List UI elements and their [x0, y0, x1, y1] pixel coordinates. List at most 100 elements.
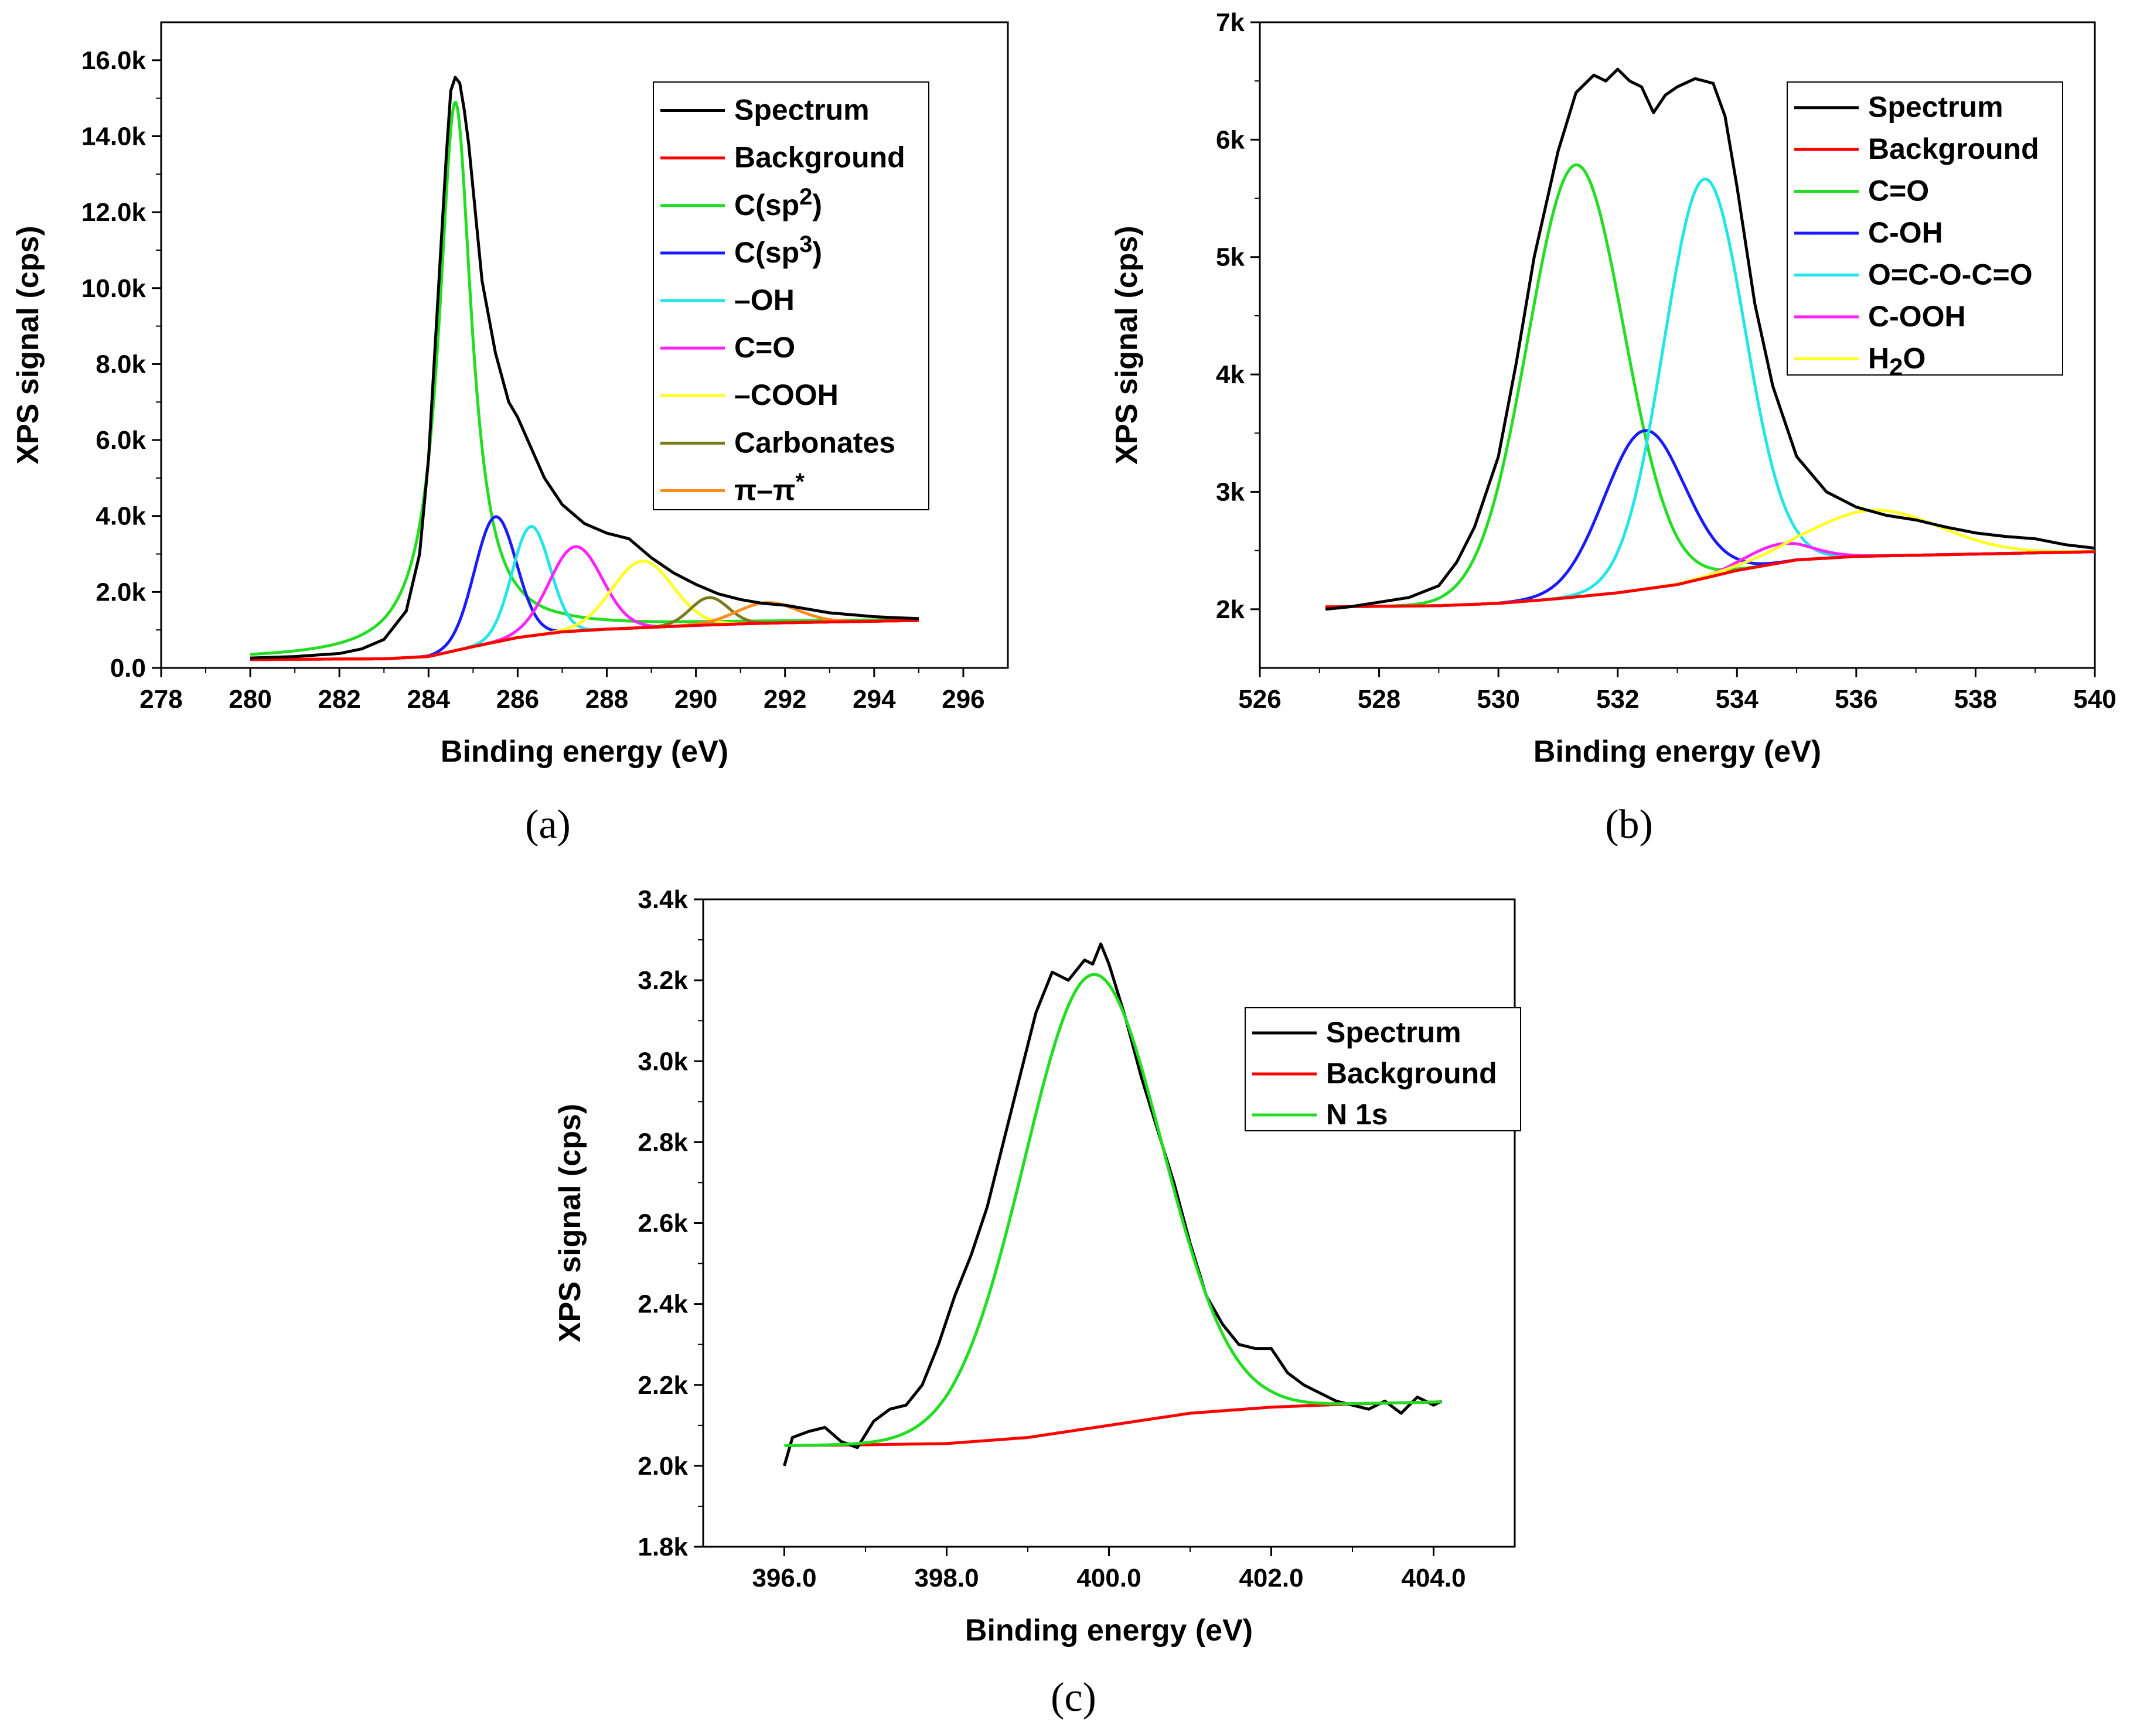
panel-c: 396.0 398.0 400.0 402.0 404.0 1.8k 2.0k 2.2k 2.4… — [553, 885, 1521, 1720]
legend-label-pipi: π–π* — [734, 469, 805, 506]
y-tick-label: 5k — [1216, 243, 1245, 272]
y-tick-label: 2.0k — [638, 1452, 688, 1481]
x-axis-title: Binding energy (eV) — [1533, 735, 1821, 769]
legend-box — [1245, 1007, 1521, 1131]
panel-label: (a) — [525, 802, 571, 847]
plot-frame — [702, 898, 1516, 1548]
y-tick-label: 10.0k — [81, 274, 146, 303]
y-tick-label: 2.2k — [638, 1371, 688, 1400]
legend-label-COH: C-OH — [1868, 216, 1943, 249]
y-tick-label: 2.6k — [638, 1209, 688, 1238]
legend-label-CO: C=O — [1868, 175, 1929, 207]
legend-box — [1787, 81, 2063, 376]
plot-frame — [160, 21, 1009, 669]
legend-label-Spectrum: Spectrum — [734, 94, 870, 127]
legend-label-OCOCO: O=C-O-C=O — [1868, 258, 2033, 291]
legend-label-Background: Background — [734, 141, 905, 174]
panel-label: (c) — [1051, 1675, 1096, 1720]
y-tick-label: 2.4k — [638, 1290, 688, 1319]
x-tick-label: 296 — [942, 685, 984, 714]
y-tick-label: 3.4k — [638, 885, 688, 914]
component-COH-line — [1325, 429, 2095, 609]
y-tick-label: 3.0k — [638, 1047, 688, 1076]
y-tick-label: 16.0k — [81, 46, 146, 75]
legend-label-N1s: N 1s — [1326, 1098, 1388, 1131]
spectrum-line — [1325, 67, 2095, 611]
legend-label-Spectrum: Spectrum — [1326, 1016, 1461, 1049]
panel-label: (b) — [1605, 802, 1653, 847]
legend-box — [653, 81, 929, 510]
legend-label-sp3: C(sp3) — [734, 231, 822, 269]
x-tick-label: 528 — [1358, 685, 1400, 714]
legend: Spectrum Background C(sp2) C(sp3) –OH C=O –COO… — [653, 81, 929, 510]
x-tick-label: 536 — [1835, 685, 1877, 714]
component-H2O-line — [1325, 509, 2095, 609]
x-tick-label: 286 — [496, 685, 539, 714]
legend-label-H2O: H2O — [1868, 342, 1925, 380]
legend-label-Spectrum: Spectrum — [1868, 91, 2003, 124]
x-tick-label: 400.0 — [1076, 1564, 1141, 1592]
x-tick-label: 294 — [853, 685, 896, 714]
legend: Spectrum Background N 1s — [1245, 1007, 1521, 1131]
x-tick-label: 278 — [139, 685, 182, 714]
component-sp2-line — [250, 100, 919, 656]
y-tick-label: 14.0k — [81, 122, 146, 151]
legend-label-CO: C=O — [734, 331, 795, 364]
legend-label-OH: –OH — [734, 284, 795, 316]
y-tick-label: 1.8k — [638, 1533, 688, 1561]
x-tick-label: 530 — [1477, 685, 1519, 714]
x-axis-title: Binding energy (eV) — [965, 1614, 1253, 1648]
x-tick-label: 284 — [407, 685, 451, 714]
y-tick-label: 2.8k — [638, 1128, 688, 1157]
y-tick-label: 4k — [1216, 360, 1245, 389]
y-tick-label: 6k — [1216, 125, 1245, 154]
x-tick-label: 540 — [2073, 685, 2116, 714]
x-tick-label: 396.0 — [752, 1564, 816, 1592]
legend-label-sp2: C(sp2) — [734, 184, 822, 221]
legend-label-COOH: C-OOH — [1868, 300, 1966, 333]
y-tick-label: 3k — [1216, 478, 1245, 506]
x-tick-label: 404.0 — [1401, 1564, 1466, 1592]
x-tick-label: 532 — [1596, 685, 1639, 714]
spectrum-line — [250, 76, 919, 660]
panel-b: 526 528 530 532 534 536 538 540 2k 3k 4k 5k 6k 7k Bind… — [1110, 8, 2117, 847]
legend-label-Carbonates: Carbonates — [734, 426, 895, 459]
curves — [783, 942, 1443, 1466]
y-tick-label: 2k — [1216, 595, 1245, 624]
background-line — [250, 619, 919, 661]
y-tick-label: 0.0 — [110, 654, 146, 683]
x-tick-label: 402.0 — [1239, 1564, 1303, 1592]
x-tick-label: 288 — [585, 685, 628, 714]
x-tick-label: 292 — [764, 685, 806, 714]
curves — [250, 76, 919, 661]
y-tick-label: 8.0k — [96, 350, 146, 378]
y-axis-title: XPS signal (cps) — [553, 1104, 587, 1342]
legend: Spectrum Background C=O C-OH O=C-O-C=O C-OOH H… — [1787, 81, 2063, 380]
background-line — [1325, 550, 2095, 609]
x-tick-label: 290 — [674, 685, 717, 714]
x-tick-label: 526 — [1238, 685, 1281, 714]
legend-label-Background: Background — [1326, 1057, 1497, 1090]
y-tick-label: 2.0k — [96, 578, 146, 606]
panel-a: 278 280 282 284 286 288 290 292 294 296 0.0 2.0k 4.0… — [11, 21, 1009, 847]
y-tick-label: 4.0k — [96, 502, 146, 531]
x-tick-label: 282 — [318, 685, 360, 714]
x-tick-label: 280 — [229, 685, 271, 714]
legend-label-Background: Background — [1868, 132, 2039, 165]
spectrum-line — [783, 942, 1443, 1466]
y-tick-label: 7k — [1216, 8, 1245, 37]
y-tick-label: 3.2k — [638, 966, 688, 995]
curves — [1325, 67, 2095, 611]
x-axis-title: Binding energy (eV) — [441, 735, 728, 769]
legend-label-COOH: –COOH — [734, 378, 839, 411]
component-N1s-overlay — [784, 973, 1442, 1447]
component-CO-line — [250, 545, 919, 661]
y-axis-title: XPS signal (cps) — [11, 226, 45, 464]
y-tick-label: 6.0k — [96, 426, 146, 455]
x-tick-label: 534 — [1716, 685, 1759, 714]
y-axis-title: XPS signal (cps) — [1110, 226, 1144, 464]
x-tick-label: 398.0 — [914, 1564, 979, 1592]
x-tick-label: 538 — [1954, 685, 1997, 714]
y-tick-label: 12.0k — [81, 198, 146, 227]
